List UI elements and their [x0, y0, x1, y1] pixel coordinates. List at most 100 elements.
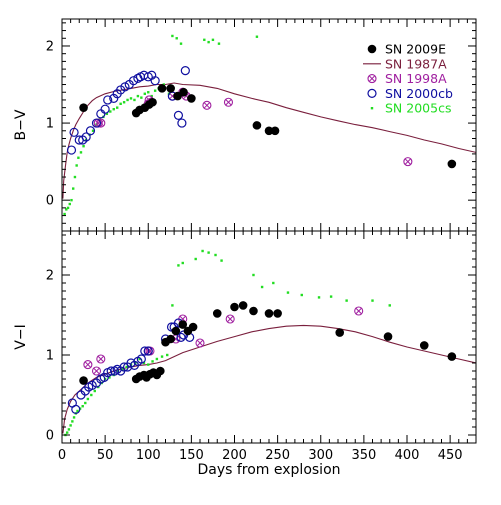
upper-panel-marks	[62, 34, 476, 216]
circle-ring	[202, 100, 212, 110]
upper-point-sn-2000cb	[91, 118, 102, 128]
upper-point-sn-2005cs	[140, 96, 143, 99]
upper-point-sn-2005cs	[116, 106, 119, 109]
cross-stroke	[404, 158, 411, 165]
upper-point-sn-2005cs	[65, 208, 68, 211]
upper-point-sn-2005cs	[82, 145, 85, 148]
lower-point-sn-1998a	[96, 354, 106, 364]
upper-series-sn-2000cb	[66, 66, 190, 155]
cross-stroke	[93, 368, 100, 374]
upper-point-sn-2009e	[79, 103, 88, 112]
lower-point-sn-1998a	[225, 314, 235, 324]
circle-ring	[91, 366, 102, 376]
upper-point-sn-1998a	[202, 100, 212, 110]
upper-point-sn-2005cs	[68, 202, 71, 206]
cross-stroke	[97, 356, 104, 362]
upper-point-sn-1998a	[403, 157, 413, 167]
upper-point-sn-2005cs	[211, 38, 215, 42]
legend-label: SN 1987A	[385, 56, 447, 71]
lower-point-sn-2005cs	[207, 251, 210, 254]
lower-point-sn-2009e	[166, 334, 175, 344]
upper-point-sn-2009e	[252, 121, 262, 130]
lower-series-sn-1987a	[62, 324, 476, 434]
legend-entry-sn-2000cb: SN 2000cb	[367, 86, 453, 101]
upper-point-sn-2005cs	[133, 98, 136, 102]
lower-point-sn-2009e	[178, 320, 188, 329]
legend-marker	[370, 107, 374, 110]
upper-point-sn-2005cs	[147, 91, 150, 94]
upper-point-sn-2005cs	[217, 42, 221, 45]
upper-point-sn-2005cs	[136, 94, 140, 98]
lower-point-sn-2005cs	[84, 401, 87, 405]
cross-stroke	[355, 308, 362, 314]
legend-marker	[367, 74, 377, 84]
lower-point-sn-2009e	[273, 309, 282, 318]
upper-point-sn-2005cs	[79, 151, 83, 154]
upper-point-sn-2009e	[187, 94, 196, 103]
lower-point-sn-2005cs	[71, 420, 74, 423]
circle-ring	[83, 360, 93, 370]
lower-point-sn-2005cs	[388, 304, 391, 307]
circle-ring	[367, 74, 377, 84]
legend-label: SN 2009E	[385, 42, 446, 57]
circle-ring	[354, 306, 364, 316]
lower-point-sn-2009e	[249, 306, 258, 316]
x-tick-label: 400	[395, 448, 420, 463]
lower-point-sn-2000cb	[110, 366, 120, 376]
lower-point-sn-2005cs	[138, 357, 141, 361]
x-tick-label: 0	[58, 448, 66, 463]
upper-point-sn-2005cs	[150, 94, 153, 98]
x-tick-label: 50	[97, 448, 114, 463]
x-tick-label: 300	[308, 448, 333, 463]
upper-point-sn-2000cb	[100, 104, 110, 114]
lower-point-sn-2005cs	[93, 389, 96, 393]
upper-point-sn-2000cb	[177, 118, 187, 128]
cross-stroke	[203, 102, 210, 109]
legend-entry-sn-2005cs: SN 2005cs	[370, 101, 451, 116]
lower-point-sn-2005cs	[252, 273, 255, 277]
lower-point-sn-2005cs	[171, 304, 174, 307]
lower-point-sn-2005cs	[67, 428, 71, 431]
upper-point-sn-2005cs	[72, 187, 75, 190]
lower-point-sn-2005cs	[142, 361, 146, 365]
lower-y-axis-label: V−I	[13, 324, 29, 349]
upper-point-sn-2000cb	[66, 145, 77, 155]
lower-series-sn-2005cs	[64, 249, 391, 437]
upper-point-sn-2000cb	[103, 95, 113, 105]
upper-point-sn-2000cb	[173, 110, 184, 120]
upper-point-sn-2005cs	[171, 34, 174, 38]
lower-point-sn-1998a	[195, 338, 205, 348]
lower-point-sn-2005cs	[125, 365, 128, 369]
upper-point-sn-1998a	[223, 97, 234, 107]
lower-point-sn-2005cs	[329, 295, 333, 298]
upper-point-sn-2000cb	[85, 126, 96, 136]
lower-point-sn-2009e	[238, 301, 248, 310]
upper-point-sn-2000cb	[69, 127, 79, 137]
lower-point-sn-2009e	[171, 326, 181, 336]
lower-point-sn-2000cb	[71, 404, 81, 414]
lower-point-sn-2005cs	[86, 397, 90, 401]
lower-point-sn-2005cs	[194, 257, 197, 261]
circle-ring	[96, 118, 106, 128]
upper-point-sn-2005cs	[203, 38, 206, 42]
lower-y-tick-label: 1	[46, 349, 54, 364]
circle-ring	[96, 354, 106, 364]
upper-y-tick-label: 2	[46, 39, 54, 54]
upper-point-sn-2009e	[148, 97, 157, 107]
upper-point-sn-2005cs	[207, 40, 210, 44]
x-tick-label: 450	[438, 448, 463, 463]
lower-point-sn-2000cb	[106, 366, 116, 376]
lower-point-sn-2005cs	[166, 353, 169, 357]
upper-point-sn-2009e	[270, 126, 280, 136]
upper-point-sn-2009e	[264, 126, 274, 136]
x-tick-label: 200	[222, 448, 247, 463]
lower-point-sn-2009e	[447, 352, 457, 361]
x-tick-label: 350	[351, 448, 376, 463]
lower-point-sn-2009e	[230, 302, 239, 312]
legend-label: SN 1998A	[385, 71, 447, 86]
lower-point-sn-2005cs	[317, 296, 321, 299]
lower-point-sn-2009e	[188, 322, 198, 332]
lower-series-sn-2000cb	[67, 318, 195, 414]
lower-point-sn-2009e	[212, 309, 222, 318]
